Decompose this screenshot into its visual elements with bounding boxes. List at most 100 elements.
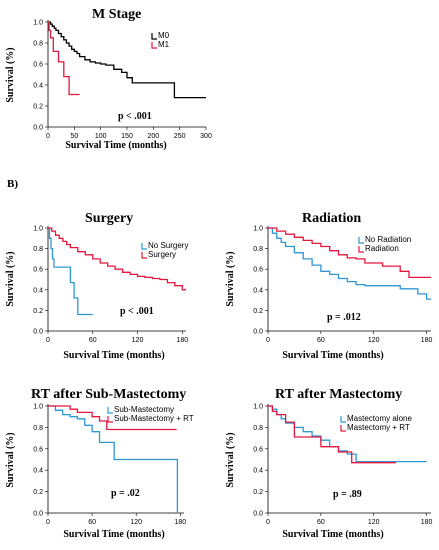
y-tick-label: 0.8 xyxy=(253,246,263,253)
series-line-surgery xyxy=(48,227,186,291)
x-tick-label: 120 xyxy=(130,519,142,526)
y-axis-label: Survival (%) xyxy=(225,432,236,487)
legend-swatch xyxy=(151,42,157,49)
x-tick-label: 0 xyxy=(46,337,50,344)
y-tick-label: 0.6 xyxy=(253,267,263,274)
y-tick-label: 0.2 xyxy=(253,489,263,496)
series-line-no-surgery xyxy=(48,227,93,316)
y-tick-label: 1.0 xyxy=(33,404,43,411)
x-tick-label: 150 xyxy=(121,133,133,140)
y-tick-label: 0.6 xyxy=(33,62,43,69)
legend-swatch xyxy=(141,243,147,250)
p-value: p < .001 xyxy=(118,111,152,122)
legend-label: No Radiation xyxy=(365,235,411,244)
p-value: p = .012 xyxy=(327,312,361,323)
mstage-chart: M Stage 0.0 0.2 0.4 0.6 0.8 1.0 0 50 100 150 200 250… xyxy=(5,7,212,151)
x-tick-label: 120 xyxy=(368,519,380,526)
y-axis-label: Survival (%) xyxy=(5,251,16,306)
y-axis-label: Survival (%) xyxy=(5,432,16,487)
rt_submast-chart: RT after Sub-Mastectomy 0.0 0.2 0.4 0.6 0.8 1.… xyxy=(5,387,194,540)
x-axis-label: Survival Time (months) xyxy=(63,350,164,361)
x-tick-label: 0 xyxy=(46,133,50,140)
series-line-m1 xyxy=(48,21,80,96)
x-tick-label: 0 xyxy=(266,337,270,344)
series-line-radiation xyxy=(268,227,431,279)
x-tick-label: 0 xyxy=(46,519,50,526)
x-tick-label: 300 xyxy=(200,133,212,140)
y-tick-label: 1.0 xyxy=(33,20,43,27)
legend-label: Surgery xyxy=(148,250,176,259)
y-tick-label: 0.8 xyxy=(33,41,43,48)
legend-label: Mastectomy alone xyxy=(347,414,412,423)
y-tick-label: 0.8 xyxy=(33,246,43,253)
y-tick-label: 1.0 xyxy=(33,226,43,233)
p-value: p < .001 xyxy=(120,306,154,317)
legend-swatch xyxy=(358,237,364,244)
legend-swatch xyxy=(151,33,157,40)
x-axis-label: Survival Time (months) xyxy=(63,529,164,540)
x-tick-label: 250 xyxy=(174,133,186,140)
y-tick-label: 0.2 xyxy=(253,308,263,315)
y-tick-label: 0.0 xyxy=(33,125,43,132)
legend-swatch xyxy=(107,407,113,414)
y-tick-label: 0.4 xyxy=(253,468,263,475)
chart-title: Radiation xyxy=(302,211,361,226)
y-tick-label: 0.0 xyxy=(33,329,43,336)
x-tick-label: 60 xyxy=(317,519,325,526)
y-tick-label: 0.2 xyxy=(33,308,43,315)
series-line-no-radiation xyxy=(268,227,431,300)
y-tick-label: 0.0 xyxy=(253,329,263,336)
y-axis-label: Survival (%) xyxy=(225,251,236,306)
legend-label: Mastectomy + RT xyxy=(347,423,410,432)
y-tick-label: 0.8 xyxy=(253,425,263,432)
series-line-m0 xyxy=(48,21,206,99)
p-value: p = .02 xyxy=(111,488,140,499)
y-tick-label: 0.0 xyxy=(33,511,43,518)
y-tick-label: 1.0 xyxy=(253,226,263,233)
chart-title: RT after Sub-Mastectomy xyxy=(31,387,186,402)
legend-swatch xyxy=(340,416,346,423)
y-tick-label: 0.0 xyxy=(253,511,263,518)
x-tick-label: 180 xyxy=(174,519,186,526)
rt_mast-chart: RT after Mastectomy 0.0 0.2 0.4 0.6 0.8 1.0 0 60… xyxy=(225,387,433,540)
legend-label: No Surgery xyxy=(148,241,188,250)
x-tick-label: 60 xyxy=(88,519,96,526)
legend-label: Radiation xyxy=(365,244,399,253)
legend-label: M0 xyxy=(158,31,170,40)
y-tick-label: 0.4 xyxy=(253,287,263,294)
series-line-sub-mastectomy-rt xyxy=(48,405,177,431)
legend-swatch xyxy=(340,425,346,432)
legend-swatch xyxy=(107,416,113,423)
radiation-chart: Radiation 0.0 0.2 0.4 0.6 0.8 1.0 0 60 120 180 Surv… xyxy=(225,211,433,361)
x-tick-label: 0 xyxy=(266,519,270,526)
y-axis-label: Survival (%) xyxy=(5,47,16,102)
y-tick-label: 1.0 xyxy=(253,404,263,411)
x-tick-label: 60 xyxy=(89,337,97,344)
x-tick-label: 180 xyxy=(421,519,433,526)
y-tick-label: 0.8 xyxy=(33,425,43,432)
x-tick-label: 180 xyxy=(176,337,188,344)
series-line-sub-mastectomy xyxy=(48,405,179,513)
surgery-chart: Surgery 0.0 0.2 0.4 0.6 0.8 1.0 0 60 120 180 Surviv… xyxy=(5,211,188,361)
x-axis-label: Survival Time (months) xyxy=(282,350,383,361)
chart-title: Surgery xyxy=(85,211,133,226)
y-tick-label: 0.6 xyxy=(253,446,263,453)
legend-label: M1 xyxy=(158,40,170,49)
y-tick-label: 0.2 xyxy=(33,489,43,496)
y-tick-label: 0.4 xyxy=(33,468,43,475)
y-tick-label: 0.4 xyxy=(33,287,43,294)
x-tick-label: 120 xyxy=(132,337,144,344)
x-tick-label: 50 xyxy=(70,133,78,140)
legend-label: Sub-Mastectomy + RT xyxy=(114,414,194,423)
legend-label: Sub-Mastectomy xyxy=(114,405,174,414)
y-tick-label: 0.4 xyxy=(33,83,43,90)
x-tick-label: 200 xyxy=(147,133,159,140)
legend-swatch xyxy=(141,252,147,259)
section-label: B) xyxy=(7,178,18,190)
x-axis-label: Survival Time (months) xyxy=(282,529,383,540)
x-tick-label: 120 xyxy=(368,337,380,344)
x-tick-label: 60 xyxy=(317,337,325,344)
chart-title: M Stage xyxy=(92,7,141,22)
x-tick-label: 100 xyxy=(95,133,107,140)
